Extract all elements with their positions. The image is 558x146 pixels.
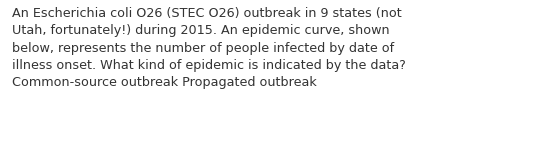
Text: An Escherichia coli O26 (STEC O26) outbreak in 9 states (not
Utah, fortunately!): An Escherichia coli O26 (STEC O26) outbr… xyxy=(12,7,406,89)
